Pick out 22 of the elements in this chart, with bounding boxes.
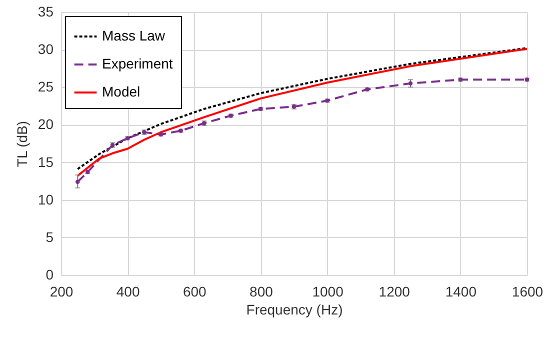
y-axis-title: TL (dB) [14, 120, 30, 168]
x-axis-title: Frequency (Hz) [246, 302, 343, 318]
x-tick-label: 600 [182, 284, 207, 300]
x-tick-label: 1200 [378, 284, 410, 300]
x-tick-label: 800 [250, 284, 274, 300]
y-tick-label: 20 [38, 116, 54, 132]
legend-label: Mass Law [102, 28, 166, 44]
legend-label: Model [102, 84, 140, 100]
y-tick-label: 15 [38, 154, 54, 170]
legend-label: Experiment [102, 56, 173, 72]
point [76, 180, 80, 184]
y-tick-label: 5 [46, 228, 54, 245]
y-tick-label: 10 [38, 191, 54, 208]
y-tick-label: 25 [38, 78, 54, 95]
x-tick-label: 1400 [445, 284, 477, 300]
x-tick-label: 400 [116, 284, 140, 300]
y-tick-label: 30 [38, 41, 54, 58]
y-tick-label: 35 [38, 4, 54, 20]
x-tick-label: 1000 [312, 284, 344, 300]
x-tick-label: 200 [50, 284, 74, 300]
y-tick-label: 0 [46, 266, 54, 282]
x-tick-label: 1600 [512, 284, 544, 300]
